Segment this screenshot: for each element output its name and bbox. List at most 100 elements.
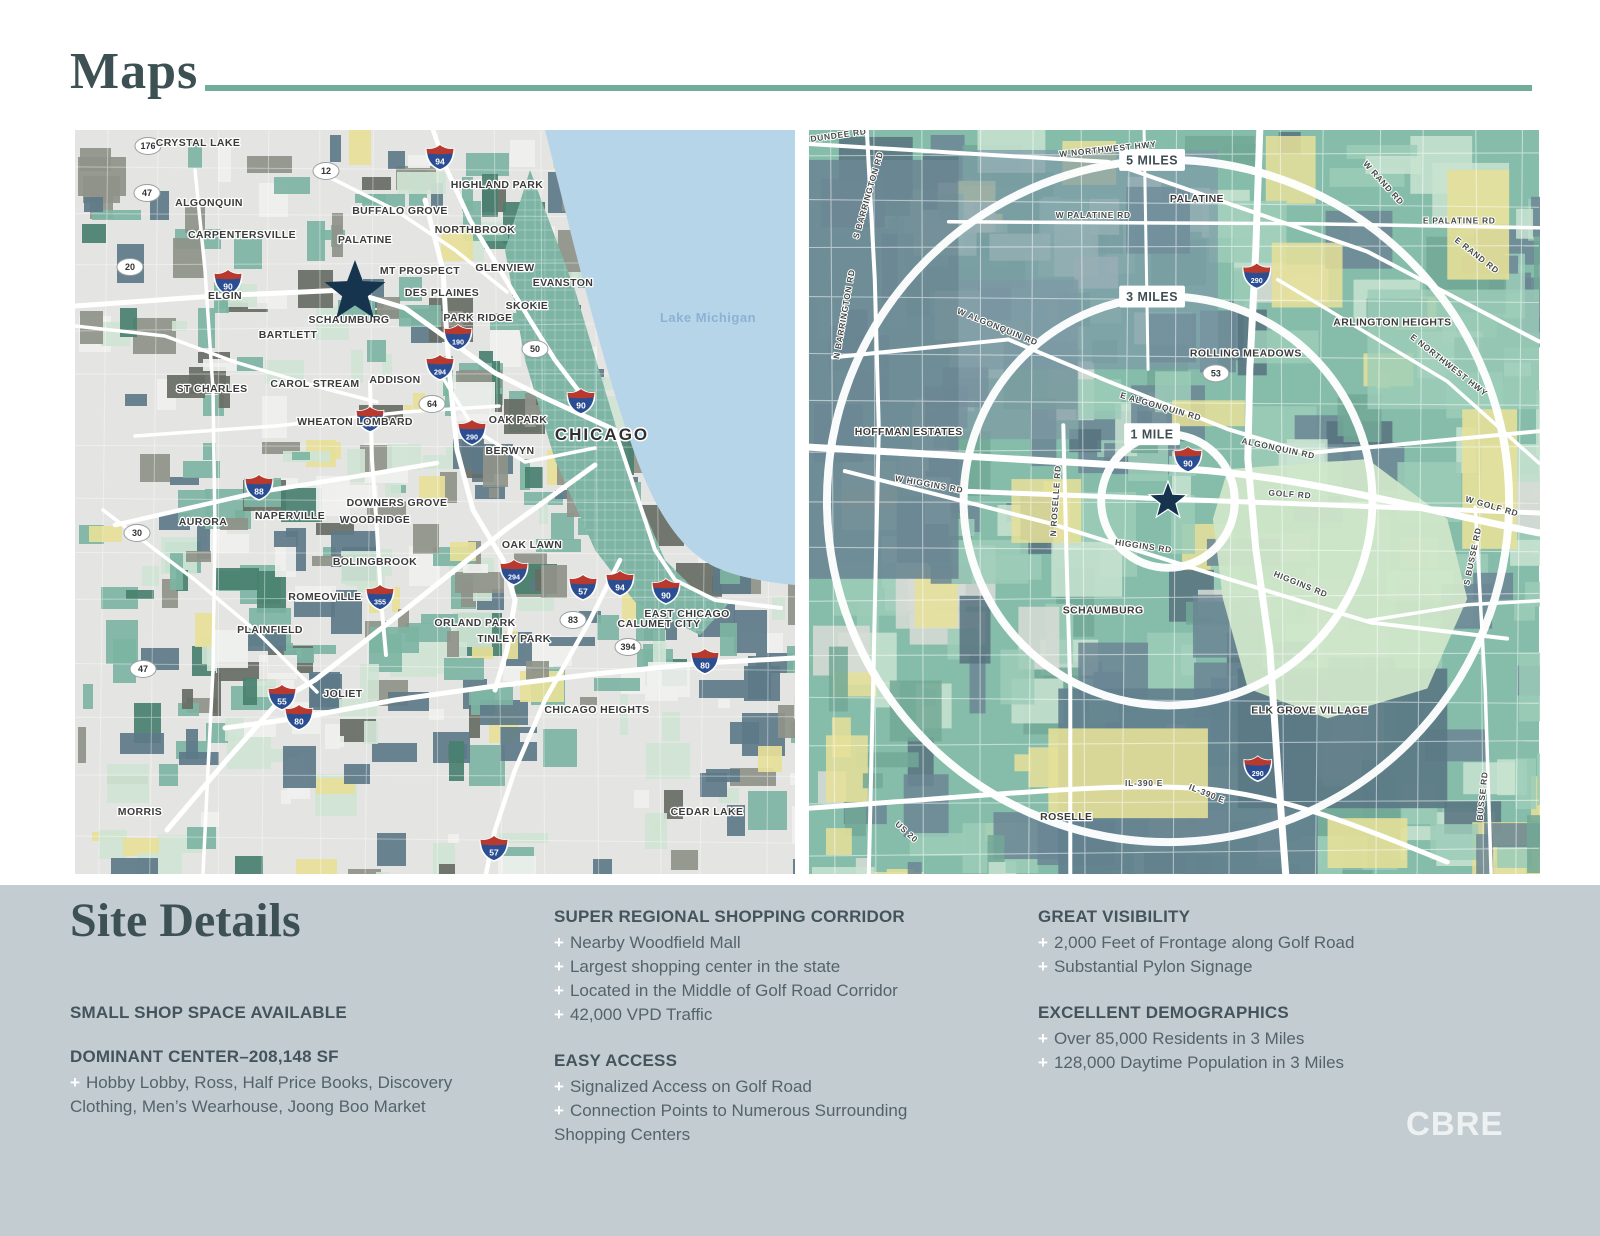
section-title: GREAT VISIBILITY (1038, 907, 1191, 926)
plus-bullet-icon: + (1038, 1053, 1048, 1072)
site-details-column-left: SMALL SHOP SPACE AVAILABLE DOMINANT CENTE… (70, 1003, 500, 1143)
bullet-item: + Connection Points to Numerous Surroundi… (554, 1101, 908, 1144)
svg-text:290: 290 (1251, 277, 1263, 285)
svg-text:50: 50 (530, 344, 540, 354)
city-label: CALUMET CITY (618, 618, 701, 630)
city-label: GLENVIEW (475, 262, 534, 274)
interstate-shield: 88 (244, 473, 274, 501)
svg-text:90: 90 (661, 591, 671, 601)
road-line (830, 337, 1540, 456)
lake-polygon (530, 130, 795, 585)
city-label: SCHAUMBURG (1063, 606, 1144, 617)
svg-text:394: 394 (620, 642, 635, 652)
interstate-shield: 57 (479, 834, 509, 862)
route-shield: 47 (133, 184, 161, 202)
svg-text:90: 90 (223, 282, 233, 292)
city-label: OAK LAWN (502, 539, 562, 551)
city-label: SKOKIE (506, 300, 549, 312)
chicago-urban-area (505, 170, 730, 635)
road-line (808, 784, 1450, 865)
site-details-section: DOMINANT CENTER–208,148 SF + Hobby Lobby, … (70, 1047, 500, 1119)
bullet-item: + Nearby Woodfield Mall (554, 933, 741, 952)
road-line (808, 141, 1540, 344)
road-line (75, 324, 379, 404)
route-shield: 30 (123, 524, 151, 542)
city-label: NAPERVILLE (255, 510, 325, 522)
city-label: CAROL STREAM (270, 378, 359, 390)
route-shield: 12 (312, 162, 340, 180)
road-line (1473, 505, 1493, 874)
svg-text:94: 94 (615, 583, 625, 593)
section-title: DOMINANT CENTER–208,148 SF (70, 1047, 339, 1066)
section-title: SMALL SHOP SPACE AVAILABLE (70, 1003, 347, 1022)
site-details-column-middle: SUPER REGIONAL SHOPPING CORRIDOR + Nearby … (554, 907, 954, 1171)
plus-bullet-icon: + (1038, 1029, 1048, 1048)
svg-text:5 MILES: 5 MILES (1126, 153, 1178, 167)
city-label: PALATINE (338, 234, 392, 246)
city-label: JOLIET (323, 688, 362, 700)
bullet-item: + Signalized Access on Golf Road (554, 1077, 812, 1096)
bullet-item: +2,000 Feet of Frontage along Golf Road (1038, 933, 1355, 952)
svg-text:90: 90 (576, 401, 586, 411)
plus-bullet-icon: + (554, 981, 564, 1000)
city-label: OAK PARK (489, 414, 547, 426)
bullet-item: + Over 85,000 Residents in 3 Miles (1038, 1029, 1305, 1048)
road-line (946, 220, 1540, 230)
bullet-item: +128,000 Daytime Population in 3 Miles (1038, 1053, 1345, 1072)
water-label: Lake Michigan (660, 310, 756, 325)
city-label: DOWNERS GROVE (347, 497, 448, 509)
city-label: CARPENTERSVILLE (188, 229, 296, 241)
ring-label: 3 MILES (1119, 285, 1185, 308)
svg-text:80: 80 (294, 717, 304, 727)
interstate-shield: 90 (566, 387, 596, 415)
route-shield: 53 (1202, 364, 1230, 383)
site-details-section: SUPER REGIONAL SHOPPING CORRIDOR + Nearby … (554, 907, 954, 1027)
interstate-shield: 190 (443, 323, 473, 351)
svg-text:12: 12 (321, 166, 331, 176)
city-label: ELK GROVE VILLAGE (1251, 705, 1368, 716)
interstate-shield: 90 (651, 577, 681, 605)
city-label: HIGHLAND PARK (451, 179, 544, 191)
road-line (1365, 598, 1540, 623)
road-label: E PALATINE RD (1423, 216, 1496, 226)
interstate-shield: 94 (425, 143, 455, 171)
interstate-shield: 90 (1173, 446, 1203, 473)
interstate-shield: 355 (355, 405, 385, 433)
road-line (613, 428, 783, 610)
city-label: MORRIS (118, 806, 162, 818)
city-label: SCHAUMBURG (309, 314, 390, 326)
interstate-shield: 294 (499, 558, 529, 586)
city-label: ARLINGTON HEIGHTS (1333, 317, 1451, 328)
city-label: EVANSTON (533, 277, 594, 289)
road-label: W PALATINE RD (1056, 210, 1131, 220)
city-label: EAST CHICAGO (644, 608, 729, 620)
road-line (164, 462, 598, 833)
site-details-section: GREAT VISIBILITY +2,000 Feet of Frontage … (1038, 907, 1538, 979)
svg-text:355: 355 (374, 598, 386, 607)
regional-map: 176 12 47 20 50 64 30 83 394 47 94 90 190 294 90 355 290… (75, 130, 795, 874)
site-star-icon (1147, 479, 1189, 519)
city-label: ELGIN (208, 290, 242, 302)
svg-text:176: 176 (140, 141, 155, 151)
svg-text:88: 88 (254, 487, 264, 497)
city-label: HOFFMAN ESTATES (855, 427, 963, 438)
regional-map-svg: 176 12 47 20 50 64 30 83 394 47 94 90 190 294 90 355 290… (75, 130, 795, 874)
plus-bullet-icon: + (554, 1005, 564, 1024)
city-label: DES PLAINES (405, 287, 479, 299)
road-line (1275, 277, 1540, 465)
bullet-item: + Hobby Lobby, Ross, Half Price Books, Di… (70, 1073, 453, 1116)
road-line (112, 460, 440, 528)
svg-text:55: 55 (277, 697, 287, 707)
road-line (101, 508, 319, 694)
svg-text:47: 47 (142, 188, 152, 198)
road-label: IL-390 E (1125, 778, 1163, 788)
road-line (193, 168, 217, 874)
svg-text:3 MILES: 3 MILES (1126, 290, 1178, 304)
road-line (75, 287, 618, 433)
plus-bullet-icon: + (554, 957, 564, 976)
svg-text:47: 47 (138, 664, 148, 674)
route-shield: 64 (418, 395, 446, 413)
city-label: ROSELLE (1040, 812, 1092, 823)
city-label: PARK RIDGE (443, 312, 512, 324)
svg-text:355: 355 (364, 420, 376, 429)
